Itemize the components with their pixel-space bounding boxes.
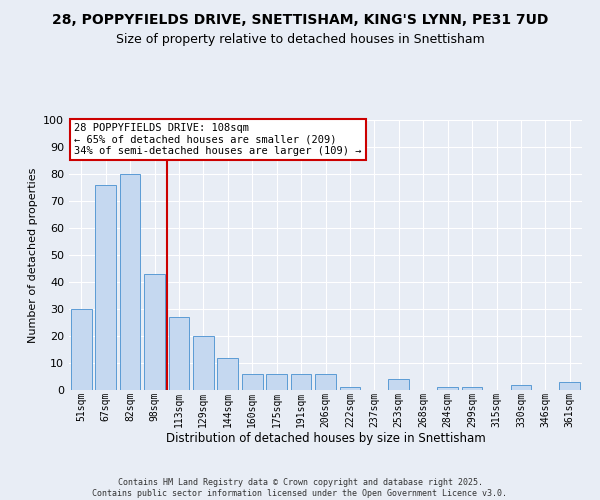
X-axis label: Distribution of detached houses by size in Snettisham: Distribution of detached houses by size … <box>166 432 485 445</box>
Bar <box>193 336 214 390</box>
Text: Contains HM Land Registry data © Crown copyright and database right 2025.
Contai: Contains HM Land Registry data © Crown c… <box>92 478 508 498</box>
Bar <box>511 384 532 390</box>
Bar <box>242 374 263 390</box>
Bar <box>71 309 92 390</box>
Bar <box>144 274 165 390</box>
Text: 28, POPPYFIELDS DRIVE, SNETTISHAM, KING'S LYNN, PE31 7UD: 28, POPPYFIELDS DRIVE, SNETTISHAM, KING'… <box>52 12 548 26</box>
Bar <box>95 185 116 390</box>
Bar <box>290 374 311 390</box>
Bar <box>266 374 287 390</box>
Bar <box>559 382 580 390</box>
Bar <box>119 174 140 390</box>
Bar <box>340 388 361 390</box>
Bar <box>169 317 190 390</box>
Bar <box>217 358 238 390</box>
Bar <box>315 374 336 390</box>
Bar <box>437 388 458 390</box>
Text: Size of property relative to detached houses in Snettisham: Size of property relative to detached ho… <box>116 32 484 46</box>
Bar <box>388 379 409 390</box>
Y-axis label: Number of detached properties: Number of detached properties <box>28 168 38 342</box>
Text: 28 POPPYFIELDS DRIVE: 108sqm
← 65% of detached houses are smaller (209)
34% of s: 28 POPPYFIELDS DRIVE: 108sqm ← 65% of de… <box>74 122 362 156</box>
Bar <box>461 388 482 390</box>
